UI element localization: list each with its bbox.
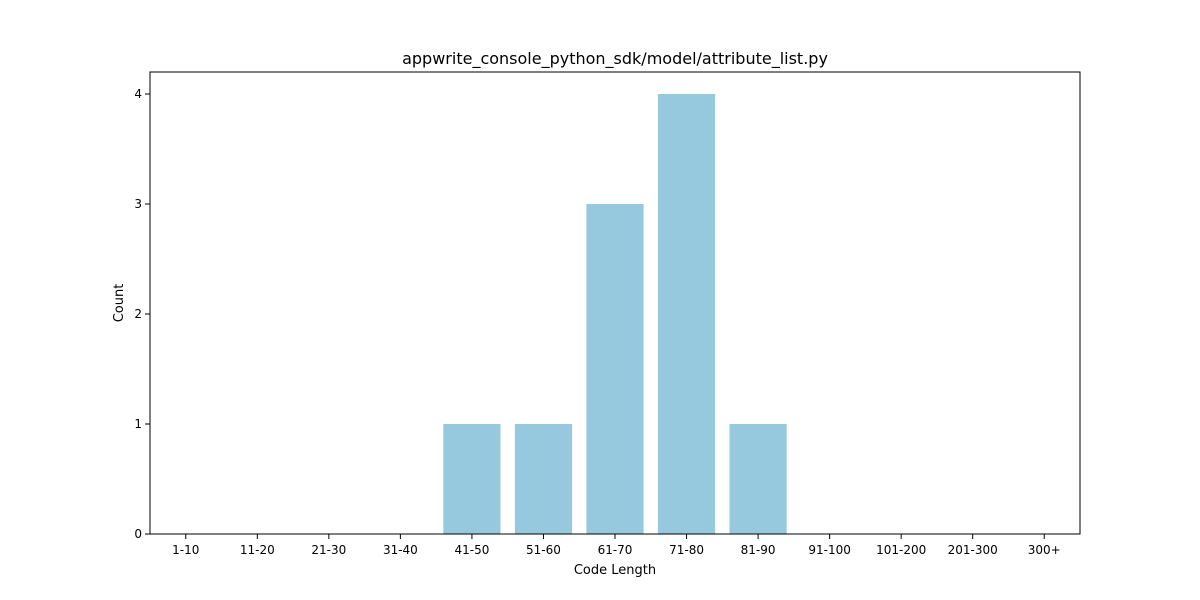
x-tick-label: 101-200 (876, 543, 926, 557)
plot-frame (149, 71, 1081, 535)
bar-81-90 (729, 424, 787, 534)
bar-61-70 (586, 204, 644, 534)
x-tick-label: 61-70 (598, 543, 633, 557)
x-tick-label: 1-10 (172, 543, 199, 557)
x-axis-label: Code Length (574, 563, 656, 578)
x-tick-label: 71-80 (669, 543, 704, 557)
x-axis-ticks: 1-10 11-20 21-30 31-40 41-50 51-60 61-70 71-80 8… (172, 534, 1061, 557)
y-axis-ticks: 0 1 2 3 4 (134, 87, 150, 541)
bar-51-60 (514, 424, 573, 534)
y-tick-label: 3 (134, 197, 142, 211)
y-tick-label: 0 (134, 527, 142, 541)
y-axis-label: Count (112, 284, 127, 323)
y-tick-label: 4 (134, 87, 142, 101)
bar-41-50 (443, 424, 501, 534)
y-tick-label: 1 (134, 417, 142, 431)
y-tick-label: 2 (134, 307, 142, 321)
bars-group (443, 94, 787, 534)
chart-title: appwrite_console_python_sdk/model/attrib… (402, 49, 828, 69)
x-tick-label: 21-30 (311, 543, 346, 557)
x-tick-label: 51-60 (526, 543, 561, 557)
x-tick-label: 31-40 (383, 543, 418, 557)
x-tick-label: 300+ (1028, 543, 1061, 557)
x-tick-label: 11-20 (240, 543, 275, 557)
x-tick-label: 91-100 (808, 543, 851, 557)
bar-71-80 (657, 94, 716, 534)
x-tick-label: 81-90 (741, 543, 776, 557)
x-tick-label: 201-300 (948, 543, 998, 557)
x-tick-label: 41-50 (454, 543, 489, 557)
